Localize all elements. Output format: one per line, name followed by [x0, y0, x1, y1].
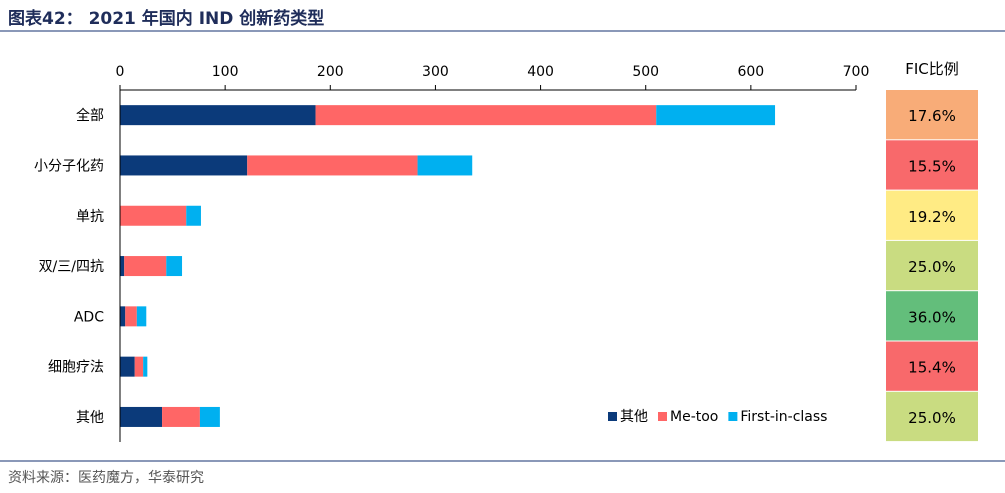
- fic-cell: [886, 90, 978, 140]
- x-tick-label: 200: [317, 64, 344, 80]
- fic-value: 19.2%: [908, 208, 956, 226]
- legend-swatch: [658, 412, 667, 421]
- fic-value: 15.5%: [908, 157, 956, 175]
- x-tick-label: 500: [632, 64, 659, 80]
- fic-value: 25.0%: [908, 258, 956, 276]
- bar-segment: [315, 105, 657, 126]
- bar-segment: [120, 406, 163, 427]
- bar-segment: [120, 256, 125, 277]
- category-label: 细胞疗法: [48, 360, 104, 376]
- bar-segment: [120, 356, 135, 377]
- fic-value: 17.6%: [908, 107, 956, 125]
- x-tick-label: 400: [527, 64, 554, 80]
- bar-segment: [162, 406, 200, 427]
- fic-value: 25.0%: [908, 409, 956, 427]
- bar-segment: [125, 306, 137, 327]
- x-tick-label: 700: [843, 64, 870, 80]
- x-tick-label: 300: [422, 64, 449, 80]
- legend-swatch: [728, 412, 738, 421]
- x-tick-label: 100: [212, 64, 239, 80]
- bar-segment: [120, 205, 187, 226]
- category-label: ADC: [74, 309, 104, 325]
- bar-segment: [136, 306, 147, 327]
- category-label: 小分子化药: [34, 158, 104, 174]
- fic-cell: [886, 140, 978, 190]
- bar-segment: [124, 256, 167, 277]
- category-label: 双/三/四抗: [39, 259, 104, 275]
- fic-value: 15.4%: [908, 359, 956, 377]
- x-tick-label: 0: [116, 64, 125, 80]
- bottom-rule: [0, 460, 1005, 462]
- legend-swatch: [608, 412, 617, 421]
- chart-title: 图表42： 2021 年国内 IND 创新药类型: [8, 9, 325, 29]
- category-label: 全部: [76, 107, 104, 124]
- category-label: 单抗: [76, 209, 104, 225]
- bar-segment: [186, 205, 201, 226]
- legend-label: Me-too: [670, 409, 718, 425]
- top-rule: [0, 30, 1005, 32]
- fic-cell: [886, 341, 978, 391]
- bar-segment: [134, 356, 144, 377]
- fic-cell: [886, 190, 978, 240]
- bar-segment: [143, 356, 148, 377]
- category-label: 其他: [76, 410, 104, 426]
- bar-segment: [199, 406, 220, 427]
- fic-value: 36.0%: [908, 308, 956, 326]
- legend-label: 其他: [620, 409, 648, 425]
- bar-segment: [247, 155, 418, 176]
- legend-label: First-in-class: [740, 409, 827, 425]
- fic-header: FIC比例: [905, 60, 959, 78]
- x-tick-label: 600: [737, 64, 764, 80]
- bar-segment: [120, 306, 126, 327]
- bar-segment: [417, 155, 473, 176]
- bar-segment: [656, 105, 776, 126]
- fic-cell: [886, 240, 978, 291]
- bar-segment: [166, 256, 183, 277]
- fic-cell: [886, 291, 978, 341]
- fic-cell: [886, 391, 978, 442]
- bar-segment: [120, 105, 316, 126]
- source-note: 资料来源：医药魔方，华泰研究: [8, 470, 204, 486]
- bar-segment: [120, 155, 248, 176]
